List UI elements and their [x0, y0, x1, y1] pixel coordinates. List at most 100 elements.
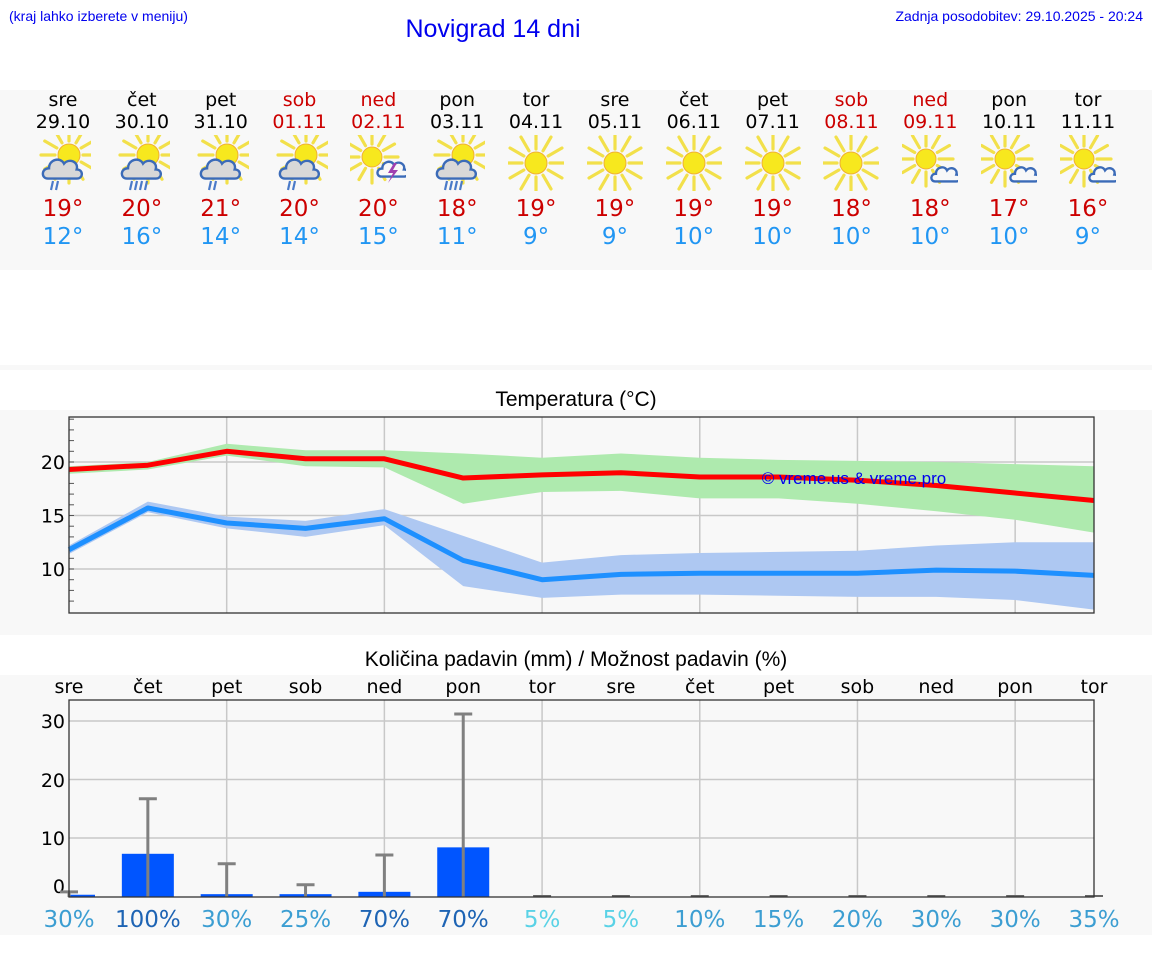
min-temperature: 10° [988, 224, 1030, 250]
y-tick-label: 30 [41, 711, 65, 733]
day-name: tor [522, 89, 550, 111]
day-date: 31.10 [193, 111, 248, 133]
min-temperature: 10° [909, 224, 951, 250]
max-temperature: 19° [42, 196, 84, 222]
day-name: sob [834, 89, 869, 111]
day-name: ned [360, 89, 397, 111]
max-temperature: 20° [357, 196, 399, 222]
day-name: pon [439, 89, 476, 111]
precip-day-label: sre [606, 676, 635, 698]
max-temperature: 20° [121, 196, 163, 222]
precip-probability: 10% [674, 907, 725, 933]
max-temperature: 18° [831, 196, 872, 222]
day-forecast: pon 03.11 18° 11° [417, 89, 497, 251]
precip-day-label: ned [366, 676, 402, 698]
day-name: ned [912, 89, 949, 111]
min-temperature: 10° [831, 224, 872, 250]
precip-bar [69, 894, 95, 897]
min-temperature: 9° [601, 224, 628, 250]
max-temperature: 16° [1067, 196, 1109, 222]
y-tick-label: 20 [41, 770, 65, 792]
max-temperature: 19° [673, 196, 715, 222]
sun-icon [823, 135, 880, 191]
last-updated: Zadnja posodobitev: 29.10.2025 - 20:24 [895, 8, 1143, 24]
precip-probability: 30% [911, 907, 962, 933]
sun-small-cloud-icon [902, 135, 959, 188]
day-forecast: tor 11.11 16° 9° [1048, 89, 1128, 251]
precip-day-label: čet [133, 676, 163, 698]
partly-cloudy-rain-icon [118, 135, 170, 191]
day-name: čet [127, 89, 157, 111]
y-tick-label: 10 [41, 828, 65, 850]
day-forecast: sob 01.11 20° 14° [260, 89, 340, 251]
location-menu-hint: (kraj lahko izberete v meniju) [9, 8, 188, 24]
min-temperature: 9° [1074, 224, 1102, 250]
day-date: 11.11 [1060, 111, 1116, 133]
tmin-line [67, 505, 1095, 583]
precip-probability: 30% [990, 907, 1041, 933]
section-divider [0, 365, 1152, 370]
max-temperature: 17° [988, 196, 1030, 222]
day-date: 07.11 [745, 111, 800, 133]
day-date: 06.11 [666, 111, 721, 133]
min-temperature: 14° [200, 224, 242, 250]
precip-day-label: pon [997, 676, 1033, 698]
day-name: pet [205, 89, 237, 111]
precip-day-label: pet [763, 676, 794, 698]
precip-day-label: tor [1081, 676, 1108, 698]
sun-icon [586, 135, 643, 191]
precip-day-label: pon [445, 676, 481, 698]
day-forecast: pet 07.11 19° 10° [733, 89, 813, 251]
day-date: 29.10 [35, 111, 91, 133]
min-temperature: 9° [522, 224, 550, 250]
day-name: sre [600, 89, 630, 111]
day-forecast: sre 05.11 19° 9° [575, 89, 655, 251]
day-forecast: pet 31.10 21° 14° [181, 89, 261, 251]
day-name: tor [1074, 89, 1102, 111]
day-forecast: tor 04.11 19° 9° [496, 89, 576, 251]
min-temperature: 10° [752, 224, 793, 250]
day-forecast: ned 09.11 18° 10° [890, 89, 970, 251]
y-tick-label: 15 [41, 506, 65, 528]
precip-probability: 100% [115, 907, 181, 933]
day-forecast: čet 30.10 20° 16° [102, 89, 182, 251]
precip-day-label: tor [529, 676, 556, 698]
precip-probability: 70% [438, 907, 489, 933]
precip-day-label: sre [55, 676, 84, 698]
page-title: Novigrad 14 dni [405, 15, 581, 43]
temperature-chart-title: Temperatura (°C) [495, 388, 657, 411]
day-date: 04.11 [508, 111, 564, 133]
precipitation-chart: 0 10 20 30 sre čet pet sob ned pon tor sre čet pet sob… [41, 676, 1120, 933]
day-name: pet [757, 89, 789, 111]
precip-day-label: ned [918, 676, 954, 698]
day-date: 01.11 [272, 111, 327, 133]
precip-probability: 20% [832, 907, 883, 933]
day-name: pon [991, 89, 1027, 111]
max-temperature: 21° [200, 196, 242, 222]
partly-cloudy-light-rain-icon [39, 135, 91, 191]
min-temperature: 16° [121, 224, 163, 250]
min-temperature: 10° [673, 224, 715, 250]
precip-day-label: sob [289, 676, 323, 698]
precip-probability: 30% [201, 907, 252, 933]
max-temperature: 18° [436, 196, 478, 222]
day-date: 10.11 [981, 111, 1037, 133]
day-date: 08.11 [824, 111, 879, 133]
max-temperature: 19° [515, 196, 557, 222]
day-name: sob [282, 89, 317, 111]
max-temperature: 19° [752, 196, 793, 222]
min-temperature: 14° [279, 224, 320, 250]
day-date: 09.11 [903, 111, 958, 133]
day-forecast: sre 29.10 19° 12° [23, 89, 103, 251]
day-date: 30.10 [114, 111, 170, 133]
sun-small-cloud-icon [1060, 135, 1116, 188]
y-tick-label: 20 [41, 452, 65, 474]
y-tick-label: 0 [53, 876, 65, 898]
day-date: 03.11 [430, 111, 485, 133]
sun-icon [744, 135, 801, 191]
min-temperature: 12° [42, 224, 84, 250]
day-forecast: ned 02.11 20° 15° [338, 89, 418, 251]
precip-probability: 35% [1068, 907, 1119, 933]
day-name: čet [678, 89, 709, 111]
day-date: 02.11 [351, 111, 406, 133]
